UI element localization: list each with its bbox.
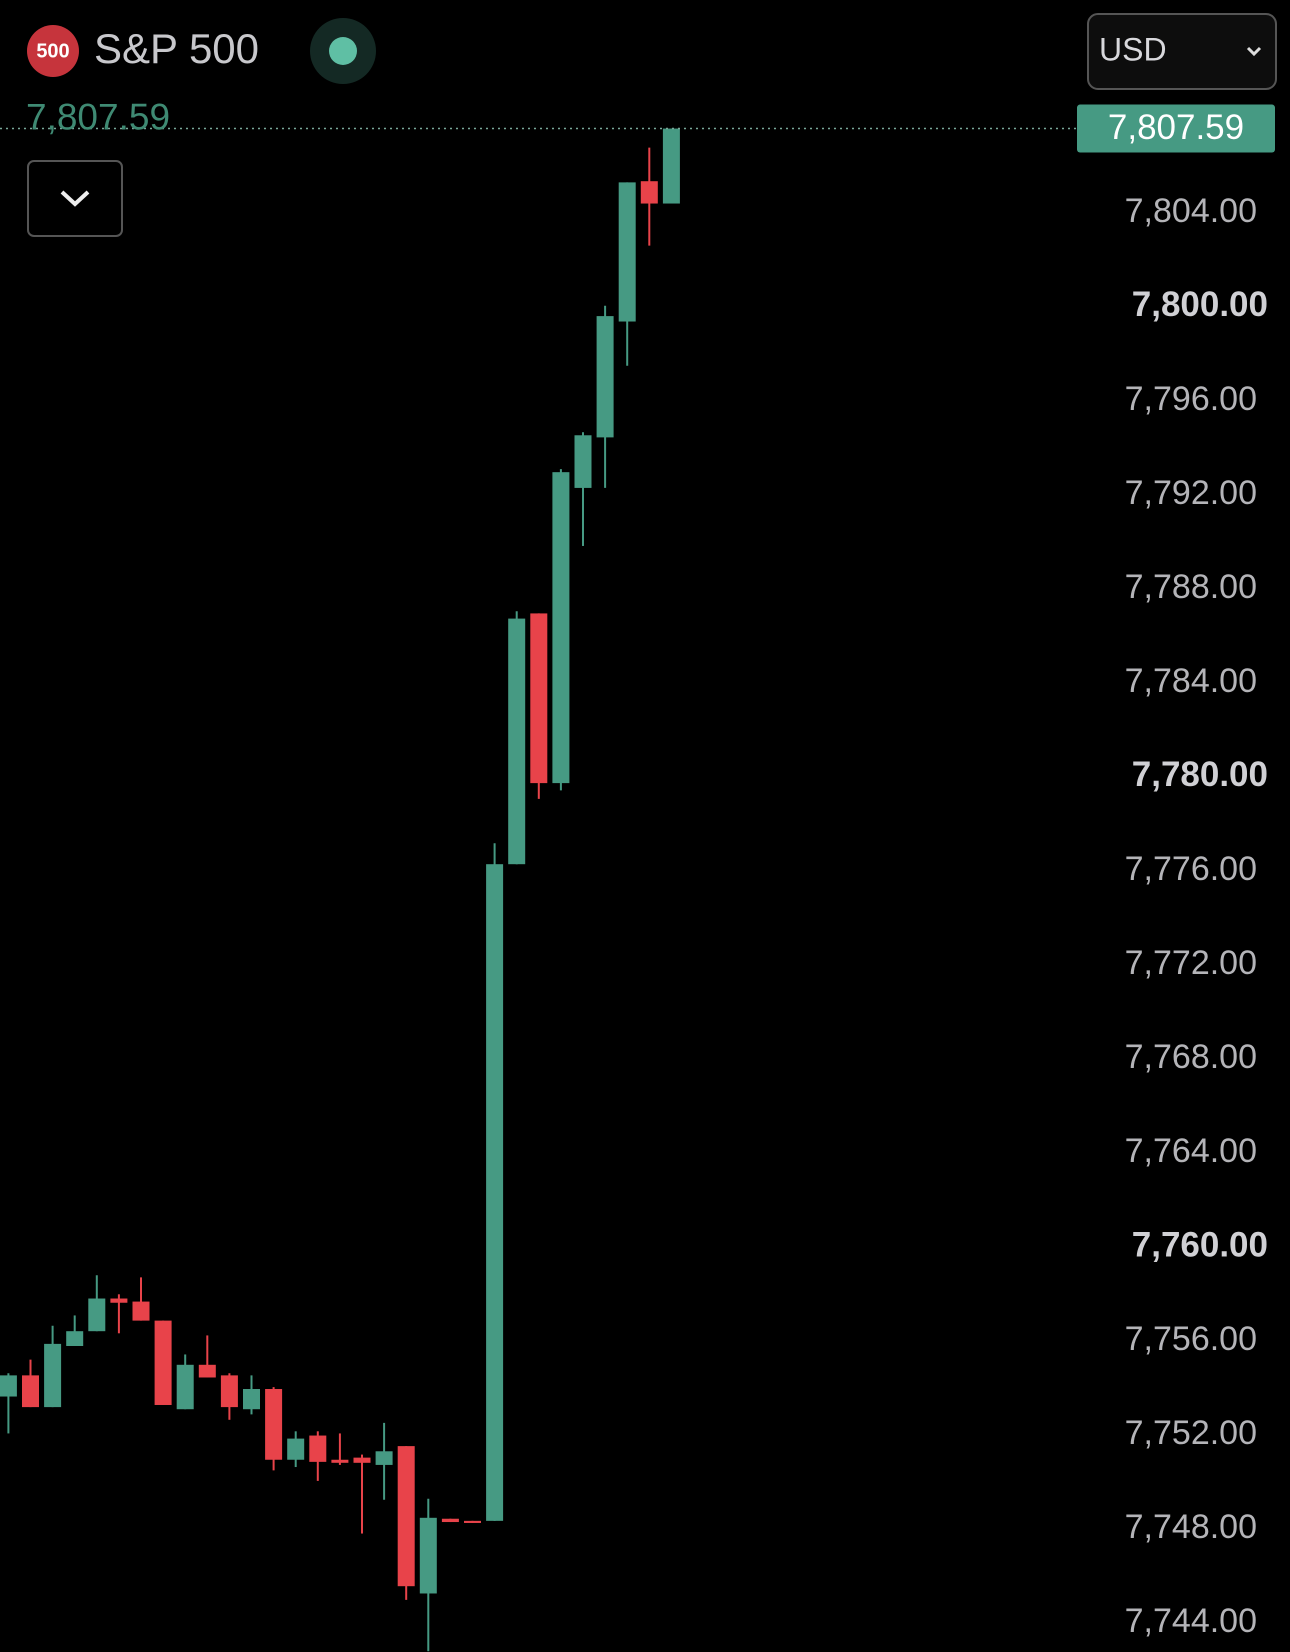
y-tick-label: 7,800.00 xyxy=(1132,285,1268,324)
y-tick-label: 7,760.00 xyxy=(1132,1225,1268,1264)
candle-body xyxy=(66,1331,84,1346)
badge xyxy=(27,25,79,77)
candle-body xyxy=(22,1375,39,1408)
chevron xyxy=(1246,46,1262,57)
candle-body xyxy=(132,1301,150,1321)
candle-body xyxy=(243,1389,260,1410)
y-tick-label: 7,780.00 xyxy=(1132,755,1268,794)
dropdown-box[interactable] xyxy=(27,160,123,237)
last-price-tag xyxy=(1077,104,1275,153)
candle-body xyxy=(441,1518,459,1523)
currency-text[interactable]: USD xyxy=(1099,31,1167,67)
candle-body xyxy=(530,613,548,784)
candle-body xyxy=(353,1457,371,1463)
candle-body xyxy=(287,1438,305,1460)
y-tick-label: 7,776.00 xyxy=(1125,850,1257,888)
candle-body xyxy=(44,1343,62,1408)
y-tick-label: 7,752.00 xyxy=(1125,1414,1257,1452)
candle-body xyxy=(552,472,570,784)
y-tick-label: 7,784.00 xyxy=(1125,662,1257,700)
y-tick-label: 7,768.00 xyxy=(1125,1038,1257,1076)
candle-body xyxy=(198,1364,216,1378)
last-price-label: 7,807.59 xyxy=(26,96,170,137)
currency-box[interactable] xyxy=(1087,13,1277,90)
y-tick-label: 7,792.00 xyxy=(1125,474,1257,512)
candle-body xyxy=(464,1520,481,1523)
candle-body xyxy=(154,1320,172,1405)
chevron xyxy=(60,190,90,207)
y-tick-label: 7,748.00 xyxy=(1125,1508,1257,1546)
candle-body xyxy=(309,1435,327,1462)
candle-body xyxy=(375,1451,393,1465)
y-tick-label: 7,788.00 xyxy=(1125,568,1257,606)
status-dot xyxy=(329,37,357,65)
y-tick-label: 7,744.00 xyxy=(1125,1602,1257,1640)
candle-body xyxy=(110,1298,128,1303)
candle-body xyxy=(486,864,504,1521)
candle-body xyxy=(220,1375,238,1408)
y-tick-label: 7,796.00 xyxy=(1125,380,1257,418)
y-tick-label: 7,804.00 xyxy=(1125,192,1257,230)
candle-body xyxy=(88,1298,106,1332)
y-tick-label: 7,772.00 xyxy=(1125,944,1257,982)
candle-body xyxy=(0,1375,17,1397)
candle-body xyxy=(596,316,614,438)
candle-body xyxy=(331,1459,349,1463)
candle-body xyxy=(265,1389,283,1460)
candle-body xyxy=(176,1364,194,1410)
candle-body xyxy=(508,618,526,865)
badge-text: 500 xyxy=(36,40,69,62)
plot: 7,804.00 7,800.00 7,796.00 7,792.00 7,788.00… xyxy=(0,96,1275,1652)
symbol-name: S&P 500 xyxy=(94,25,259,72)
candle-body xyxy=(419,1517,437,1594)
y-tick-label: 7,764.00 xyxy=(1125,1132,1257,1170)
y-tick-label: 7,756.00 xyxy=(1125,1320,1257,1358)
candle-body xyxy=(662,128,680,204)
candle-body xyxy=(618,182,636,322)
candle-body xyxy=(397,1446,415,1587)
dropdown-button[interactable] xyxy=(27,160,123,237)
candle-body xyxy=(574,435,592,488)
currency-select[interactable]: USD xyxy=(1087,13,1277,90)
candle-body xyxy=(640,181,658,204)
last-price-tag-text: 7,807.59 xyxy=(1108,108,1244,147)
